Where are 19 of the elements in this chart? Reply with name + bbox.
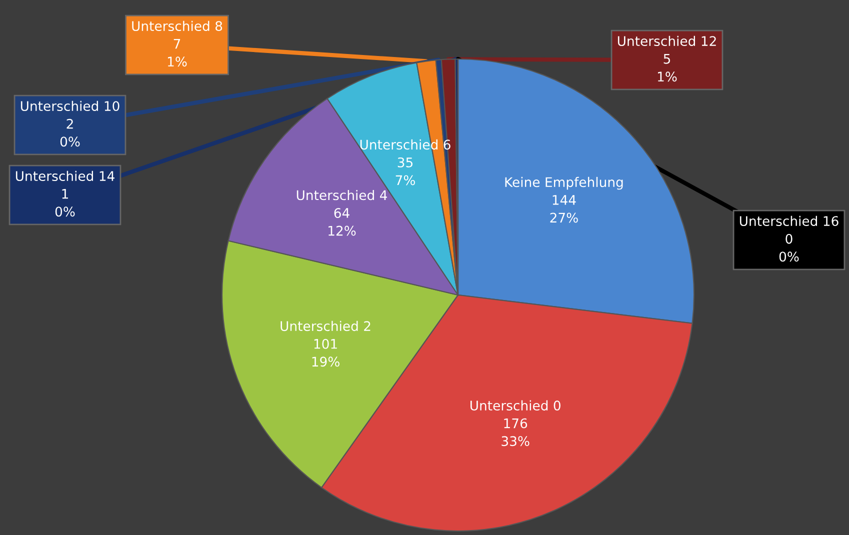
slice-label: Unterschied 14 — [16, 170, 114, 182]
data-label: 144 27% — [550, 195, 578, 223]
data-label: 176 33% — [502, 418, 530, 446]
data-label: 2 0% — [60, 118, 80, 147]
slice-label: Unterschied 0 — [470, 400, 560, 411]
data-label: 7 1% — [168, 39, 187, 67]
slice-label: Unterschied 4 — [296, 190, 388, 200]
slice-label: Keine Empfehlung — [505, 176, 623, 190]
data-label: 64 12% — [328, 208, 356, 236]
category-label: Unterschied 16 — [740, 216, 838, 226]
data-label: 35 7% — [396, 157, 415, 186]
data-label: 1 0% — [55, 189, 75, 217]
slice-label: Unterschied 2 — [280, 320, 370, 332]
data-label: 101 19% — [312, 338, 340, 367]
slice-label: Unterschied 10 — [20, 100, 120, 112]
slice-label: Unterschied 12 — [618, 36, 716, 46]
slice-label: Unterschied 8 — [132, 20, 222, 32]
data-label: 5 1% — [658, 54, 677, 82]
text: 0 0% — [779, 234, 799, 262]
